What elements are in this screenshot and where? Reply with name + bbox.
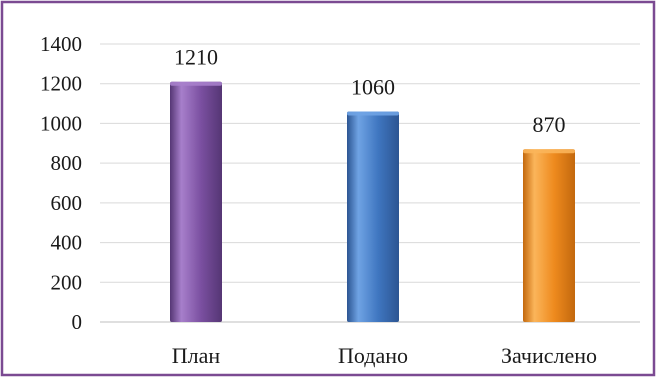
y-tick-label: 1200: [40, 72, 82, 96]
x-tick-label: Подано: [338, 343, 408, 368]
bar-cap-3: [523, 149, 575, 154]
y-tick-label: 0: [72, 310, 83, 334]
y-tick-label: 600: [51, 191, 83, 215]
bar-2: [347, 111, 399, 322]
bars: [170, 81, 575, 322]
data-label: 1060: [351, 75, 395, 100]
data-labels: 1210 1060 870: [174, 45, 566, 138]
bar-cap-2: [347, 111, 399, 116]
bar-1: [170, 81, 222, 322]
bar-3: [523, 149, 575, 322]
y-tick-label: 1400: [40, 32, 82, 56]
x-axis-ticks: План Подано Зачислено: [172, 343, 597, 368]
y-tick-label: 400: [51, 231, 83, 255]
y-tick-label: 1000: [40, 111, 82, 135]
data-label: 870: [533, 112, 566, 137]
bar-cap-1: [170, 81, 222, 86]
y-axis-ticks: 0 200 400 600 800 1000 1200 1400: [40, 32, 82, 334]
data-label: 1210: [174, 45, 218, 70]
x-tick-label: План: [172, 343, 221, 368]
y-tick-label: 200: [51, 270, 83, 294]
y-tick-label: 800: [51, 151, 83, 175]
x-tick-label: Зачислено: [501, 343, 597, 368]
